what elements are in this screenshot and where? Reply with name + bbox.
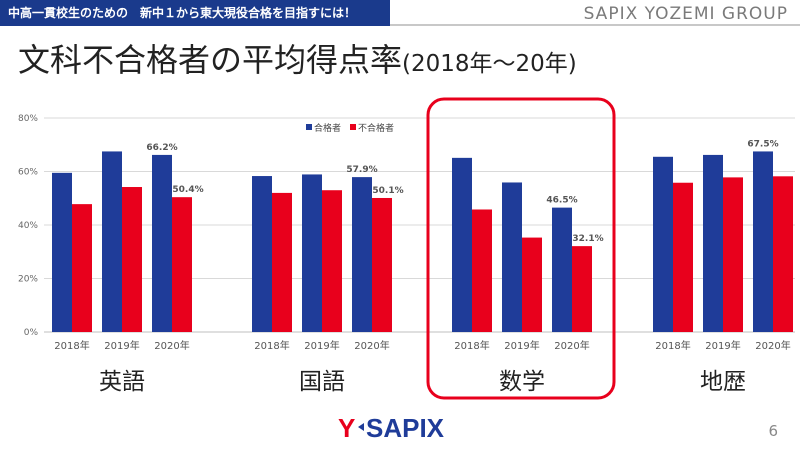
bar-fail [72,204,92,332]
subject-label: 英語 [99,369,145,395]
logo-arrow-icon [358,423,364,431]
bar-pass [753,151,773,332]
data-label: 50.1% [372,186,403,196]
y-tick-label: 40% [18,221,38,231]
bar-pass [302,174,322,332]
bar-fail [172,197,192,332]
y-tick-label: 20% [18,275,38,285]
header-banner: 中高一貫校生のための 新中１から東大現役合格を目指すには！ [0,0,390,26]
bar-fail [372,197,392,332]
legend-swatch-fail [350,124,356,130]
x-tick-label: 2020年 [554,339,589,352]
bar-pass [152,154,172,332]
logo-sapix: SAPIX [366,413,445,442]
highlight-frame [426,97,616,400]
bar-pass [653,156,673,332]
subject-label: 国語 [299,369,345,395]
title-sub: (2018年～20年) [402,51,577,77]
bar-fail [322,190,342,332]
x-tick-label: 2018年 [54,339,89,352]
legend-label-fail: 不合格者 [358,122,394,134]
x-tick-label: 2019年 [705,339,740,352]
data-label: 50.4% [172,185,203,195]
y-tick-label: 80% [18,114,38,124]
subject-label: 数学 [499,369,545,395]
x-tick-label: 2018年 [254,339,289,352]
bar-pass [252,176,272,332]
logo-y: Y [338,413,355,442]
x-tick-label: 2019年 [504,339,539,352]
bar-pass [703,154,723,332]
bar-fail [272,192,292,332]
legend-swatch-pass [306,124,312,130]
page-number: 6 [768,422,778,440]
bar-fail [522,237,542,332]
legend-label-pass: 合格者 [314,122,341,134]
y-sapix-logo: Y SAPIX [338,413,445,442]
bar-fail [673,182,693,332]
data-label: 67.5% [747,139,778,149]
x-tick-label: 2018年 [655,339,690,352]
data-label: 66.2% [146,143,177,153]
y-tick-label: 60% [18,168,38,178]
x-tick-label: 2018年 [454,339,489,352]
bar-pass [552,207,572,332]
x-tick-label: 2019年 [304,339,339,352]
bar-fail [122,187,142,332]
bar-pass [502,182,522,332]
subject-label: 地歴 [700,369,746,395]
bar-pass [52,172,72,332]
bar-pass [452,157,472,332]
x-tick-label: 2020年 [354,339,389,352]
x-tick-label: 2019年 [104,339,139,352]
y-tick-label: 0% [24,328,39,338]
data-label: 57.9% [346,165,377,175]
bar-fail [773,176,793,332]
x-tick-label: 2020年 [154,339,189,352]
data-label: 32.1% [572,234,603,244]
bar-pass [102,151,122,332]
bar-fail [723,177,743,332]
bar-fail [572,246,592,332]
page-title: 文科不合格者の平均得点率(2018年～20年) [18,38,577,86]
bar-pass [352,177,372,332]
title-main: 文科不合格者の平均得点率 [18,41,403,79]
data-label: 46.5% [546,196,577,206]
x-tick-label: 2020年 [755,339,790,352]
group-name: SAPIX YOZEMI GROUP [583,4,788,24]
bar-fail [472,209,492,332]
header-divider [390,24,800,26]
